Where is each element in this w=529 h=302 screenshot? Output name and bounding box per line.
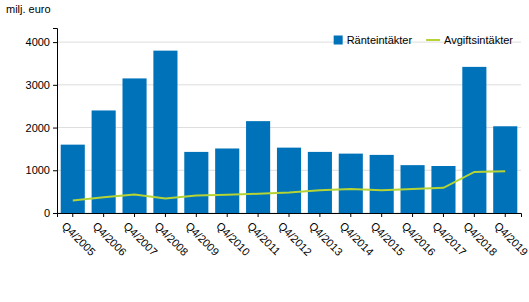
x-tick: Q4/2008	[152, 213, 190, 258]
bar	[308, 152, 332, 213]
legend-label: Avgiftsintäkter	[444, 34, 513, 46]
x-tick: Q4/2014	[338, 213, 376, 258]
y-tick: 4000	[26, 36, 57, 48]
bar	[431, 166, 455, 213]
x-tick-mark	[443, 213, 444, 217]
y-axis-title: milj. euro	[6, 3, 51, 15]
bar	[246, 121, 270, 213]
x-tick: Q4/2012	[276, 213, 314, 258]
x-tick-mark	[350, 213, 351, 217]
x-tick: Q4/2013	[307, 213, 345, 258]
bar	[153, 51, 177, 213]
grid	[57, 42, 521, 213]
x-tick-mark	[165, 213, 166, 217]
bar	[339, 154, 363, 213]
chart: 01000200030004000Q4/2005Q4/2006Q4/2007Q4…	[0, 0, 529, 302]
y-tick-label: 0	[44, 207, 50, 219]
x-tick: Q4/2010	[214, 213, 252, 258]
y-tick-label: 3000	[26, 79, 50, 91]
x-tick: Q4/2018	[461, 213, 499, 258]
x-tick: Q4/2017	[430, 213, 468, 258]
x-tick-mark	[319, 213, 320, 217]
x-tick-mark	[196, 213, 197, 217]
plot: 01000200030004000Q4/2005Q4/2006Q4/2007Q4…	[26, 29, 529, 258]
x-axis: Q4/2005Q4/2006Q4/2007Q4/2008Q4/2009Q4/20…	[58, 213, 529, 258]
bar	[277, 148, 301, 213]
x-tick-label: Q4/2019	[492, 220, 529, 258]
line	[73, 171, 505, 200]
x-tick-mark	[258, 213, 259, 217]
y-tick: 2000	[26, 122, 57, 134]
bar	[122, 78, 146, 213]
bar	[215, 148, 239, 213]
x-tick: Q4/2019	[492, 213, 529, 258]
bar	[61, 145, 85, 213]
bar	[493, 126, 517, 213]
bar	[184, 152, 208, 213]
y-tick: 0	[44, 207, 57, 219]
x-tick: Q4/2006	[91, 213, 129, 258]
bar	[462, 67, 486, 213]
x-tick-mark	[227, 213, 228, 217]
y-tick: 3000	[26, 79, 57, 91]
x-tick: Q4/2005	[60, 213, 98, 258]
legend-label: Ränteintäkter	[347, 34, 413, 46]
legend-swatch	[426, 39, 440, 41]
y-axis: 0 1000 2000 3000 4000	[26, 29, 58, 220]
marks	[61, 51, 518, 213]
x-tick: Q4/2016	[399, 213, 437, 258]
x-tick: Q4/2009	[183, 213, 221, 258]
x-tick-label: Q4/2011	[245, 220, 283, 258]
x-tick-mark	[474, 213, 475, 217]
bar	[370, 155, 394, 213]
y-tick-mark	[53, 170, 57, 171]
x-tick-mark	[505, 213, 506, 217]
x-axis-line	[58, 214, 522, 218]
y-axis-line	[53, 29, 58, 214]
x-tick-mark	[381, 213, 382, 217]
x-tick-mark	[103, 213, 104, 217]
x-tick-mark	[289, 213, 290, 217]
y-tick-mark	[53, 128, 57, 129]
bar-series	[61, 51, 518, 213]
legend: Avgiftsintäkter Ränteintäkter	[334, 34, 514, 46]
y-tick-label: 4000	[26, 36, 50, 48]
x-tick: Q4/2011	[245, 213, 283, 257]
x-tick-mark	[134, 213, 135, 217]
x-tick-mark	[412, 213, 413, 217]
x-tick: Q4/2015	[369, 213, 407, 258]
y-tick-label: 2000	[26, 122, 50, 134]
y-tick-mark	[53, 85, 57, 86]
x-tick: Q4/2007	[121, 213, 159, 258]
y-tick-mark	[53, 213, 57, 214]
y-tick-label: 1000	[26, 164, 50, 176]
x-tick-mark	[72, 213, 73, 217]
legend-swatch	[334, 36, 343, 45]
y-tick-mark	[53, 42, 57, 43]
y-tick: 1000	[26, 164, 57, 176]
